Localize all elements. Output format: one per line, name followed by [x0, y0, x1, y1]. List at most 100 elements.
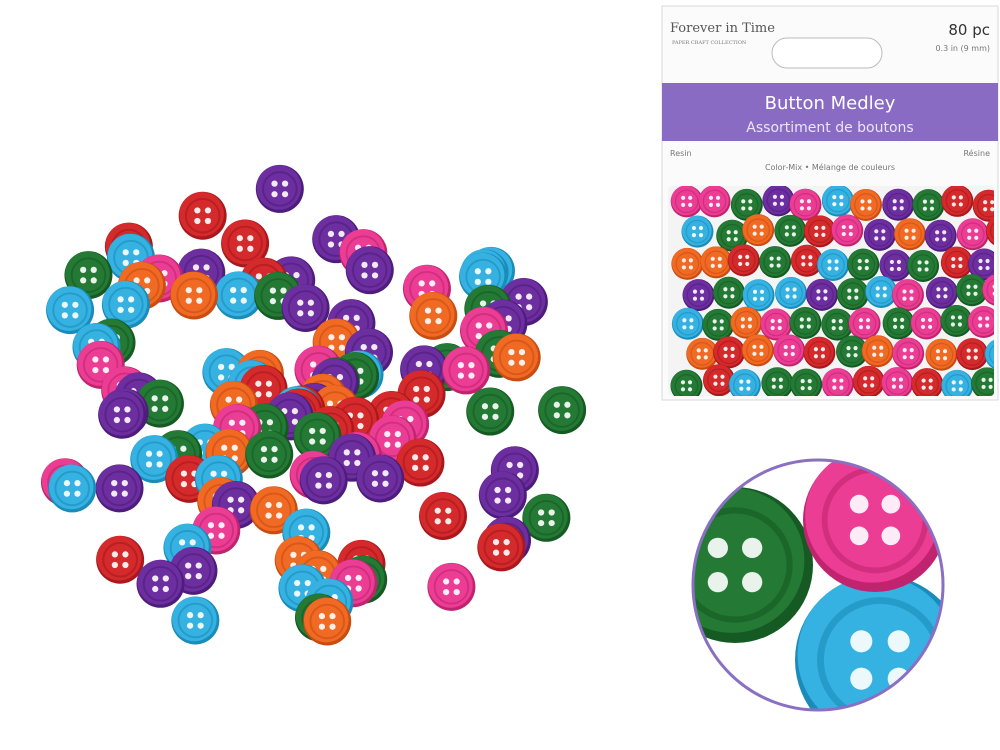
button-hole [703, 355, 708, 360]
button-hole [893, 317, 898, 322]
button-hole [435, 307, 442, 314]
button-rim [104, 396, 140, 433]
button [681, 215, 714, 248]
packaged-buttons [668, 186, 994, 396]
button-hole [742, 572, 763, 593]
button-hole [870, 376, 875, 381]
material: Resin [670, 149, 692, 158]
button-hole [422, 454, 429, 461]
button-hole [957, 315, 963, 320]
button [702, 364, 735, 396]
button [972, 189, 994, 222]
button-hole [236, 245, 243, 252]
button-rim [972, 252, 994, 277]
button-rim [764, 312, 789, 337]
button-rim [986, 278, 994, 302]
button-hole [832, 378, 837, 383]
button-hole [275, 501, 283, 509]
button-hole [791, 225, 796, 230]
button-hole [792, 294, 797, 299]
button [712, 276, 745, 309]
button [912, 189, 945, 222]
button [968, 248, 994, 281]
button-hole [162, 575, 169, 582]
button-hole [973, 284, 978, 289]
button-hole [122, 259, 129, 266]
button-hole [371, 272, 379, 279]
button-hole [785, 287, 790, 292]
button-hole [839, 202, 844, 207]
button-hole [893, 324, 898, 330]
button-rim [883, 253, 908, 278]
button [356, 454, 405, 503]
button [492, 333, 541, 382]
button-rim [778, 219, 803, 243]
material-fr: Résine [963, 148, 990, 158]
count: 80 pc [948, 21, 990, 39]
button-hole [494, 486, 501, 494]
button-hole [723, 353, 728, 358]
button-hole [858, 318, 864, 323]
button [64, 251, 113, 300]
button-hole [426, 360, 433, 368]
button [971, 367, 994, 396]
button [863, 218, 896, 251]
button-hole [902, 348, 907, 353]
button-hole [935, 237, 940, 242]
button-hole [186, 612, 194, 619]
button-hole [515, 293, 522, 300]
button-hole [904, 235, 909, 240]
button-hole [784, 225, 789, 230]
button [409, 291, 458, 340]
button-rim [483, 529, 520, 566]
button-hole [738, 261, 743, 266]
button-hole [293, 271, 300, 279]
button [982, 274, 994, 307]
button-hole [777, 318, 782, 324]
button-hole [958, 256, 963, 262]
button-hole [742, 537, 763, 558]
button-hole [881, 494, 901, 514]
button [170, 271, 219, 320]
button-hole [943, 294, 948, 299]
button-hole [309, 427, 316, 435]
button-hole [839, 385, 844, 390]
button-hole [816, 289, 821, 294]
button-hole [271, 180, 278, 187]
button-hole [957, 322, 963, 327]
button-hole [681, 202, 686, 207]
button-hole [265, 391, 273, 398]
button-rim [101, 470, 138, 507]
button-hole [708, 202, 714, 207]
button-hole [92, 366, 99, 374]
button-hole [717, 256, 722, 261]
button-rim [415, 298, 452, 334]
button-rim [793, 311, 818, 335]
button [741, 334, 774, 367]
button-hole [195, 573, 202, 580]
button [956, 218, 989, 251]
button-hole [936, 287, 941, 292]
button-hole [344, 574, 352, 582]
loose-buttons [40, 164, 587, 646]
button-hole [827, 259, 832, 264]
button-hole [738, 254, 743, 259]
button-hole [951, 387, 956, 392]
button-hole [792, 287, 797, 292]
button-hole [343, 449, 350, 456]
button [730, 188, 763, 221]
button-hole [909, 355, 914, 360]
button [852, 365, 885, 396]
button-hole [281, 191, 289, 198]
button-hole [740, 317, 745, 322]
button-hole [239, 419, 246, 426]
button [984, 338, 994, 371]
button-hole [847, 288, 852, 293]
button-rim [674, 189, 699, 214]
button-hole [863, 383, 868, 388]
button-hole [434, 507, 441, 514]
button-hole [889, 266, 894, 272]
button-hole [733, 237, 738, 242]
button-hole [297, 299, 304, 306]
button-hole [260, 456, 268, 463]
